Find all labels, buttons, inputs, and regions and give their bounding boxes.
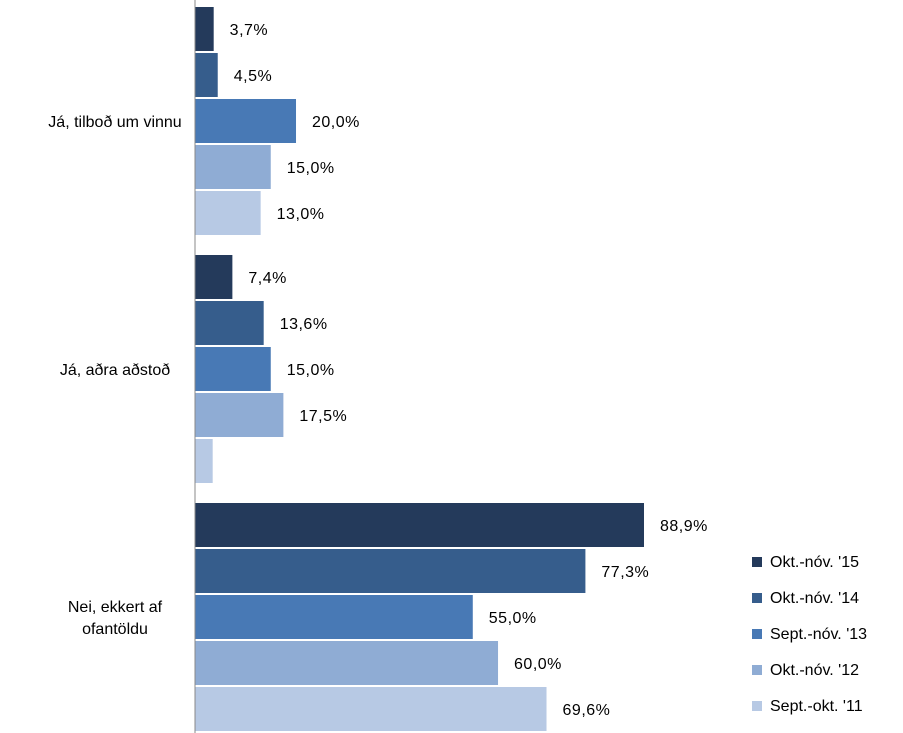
legend: Okt.-nóv. '15 Okt.-nóv. '14 Sept.-nóv. '13…: [752, 554, 867, 715]
data-label: 3,7%: [230, 22, 268, 39]
data-label: 17,5%: [299, 408, 347, 425]
legend-swatch: [752, 701, 762, 711]
data-label: 15,0%: [287, 362, 335, 379]
data-label: 7,4%: [248, 270, 286, 287]
category-label: Nei, ekkert af: [68, 599, 163, 616]
legend-entry: Sept.-okt. '11: [770, 698, 863, 715]
category-label: Já, tilboð um vinnu: [48, 114, 181, 131]
data-label: 20,0%: [312, 114, 360, 131]
legend-swatch: [752, 665, 762, 675]
bar: [195, 255, 233, 299]
data-label: 60,0%: [514, 656, 562, 673]
bar: [195, 549, 586, 593]
bar: [195, 687, 547, 731]
category-label: ofantöldu: [82, 621, 148, 638]
bar: [195, 191, 261, 235]
data-label: 13,0%: [277, 206, 325, 223]
legend-swatch: [752, 557, 762, 567]
legend-swatch: [752, 629, 762, 639]
bar: [195, 439, 213, 483]
data-label: 55,0%: [489, 610, 537, 627]
bar: [195, 53, 218, 97]
data-label: 77,3%: [601, 564, 649, 581]
category-label: Já, aðra aðstoð: [60, 362, 170, 379]
legend-entry: Okt.-nóv. '14: [770, 590, 859, 607]
bar: [195, 641, 499, 685]
legend-entry: Sept.-nóv. '13: [770, 626, 867, 643]
legend-entry: Okt.-nóv. '12: [770, 662, 859, 679]
bar: [195, 7, 214, 51]
bar: [195, 301, 264, 345]
data-label: 15,0%: [287, 160, 335, 177]
bar: [195, 595, 473, 639]
data-label: 4,5%: [234, 68, 272, 85]
value-labels: 3,7% 4,5% 20,0% 15,0% 13,0% 7,4% 13,6% 15,0% 17,…: [230, 22, 708, 719]
bar: [195, 347, 271, 391]
bar: [195, 145, 271, 189]
bar: [195, 393, 284, 437]
data-label: 13,6%: [280, 316, 328, 333]
bar: [195, 503, 644, 547]
category-labels: Já, tilboð um vinnu Já, aðra aðstoð Nei, e…: [48, 114, 181, 638]
data-label: 88,9%: [660, 518, 708, 535]
bars-group: [195, 7, 644, 731]
legend-swatch: [752, 593, 762, 603]
legend-entry: Okt.-nóv. '15: [770, 554, 859, 571]
data-label: 69,6%: [563, 702, 611, 719]
bar: [195, 99, 297, 143]
